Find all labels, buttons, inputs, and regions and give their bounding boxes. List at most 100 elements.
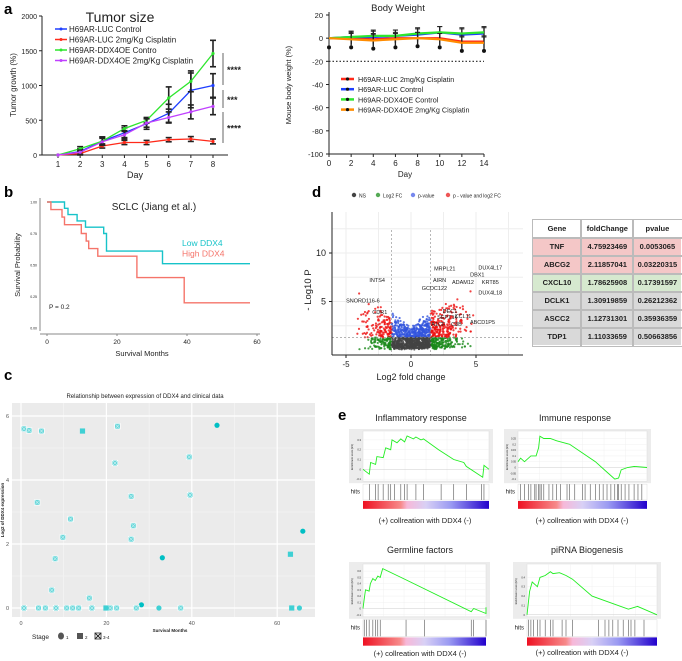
- box-x-mark: [49, 587, 55, 593]
- x-tick-label: 4: [122, 160, 127, 169]
- data-point: [122, 133, 127, 137]
- volcano-point: [446, 314, 449, 317]
- volcano-point: [458, 343, 461, 346]
- volcano-point: [410, 328, 414, 331]
- volcano-point: [399, 319, 402, 323]
- volcano-point: [448, 320, 451, 324]
- volcano-point: [387, 323, 390, 326]
- y-tick-label: 0: [319, 34, 323, 43]
- data-point: [78, 150, 82, 154]
- survival-curve: [47, 201, 250, 304]
- data-point: [167, 115, 171, 120]
- gene-label: SNORD116-6: [346, 298, 380, 304]
- volcano-point: [438, 308, 441, 312]
- gsea-panel: Immune response -0.1 -0.050 0.05 0.1 0.15 0.2 0…: [504, 413, 651, 525]
- volcano-point: [356, 317, 360, 320]
- legend-marker: [77, 633, 83, 639]
- volcano-point: [406, 343, 409, 347]
- volcano-point: [403, 347, 406, 350]
- y-tick-label: 4: [6, 478, 9, 484]
- gene-label: ADAM12: [452, 280, 474, 286]
- volcano-point: [402, 333, 405, 336]
- volcano-point: [383, 328, 386, 332]
- scatter-point: [159, 555, 165, 561]
- volcano-point: [448, 305, 451, 308]
- table-row: TNF 4.75923469 0.0053065: [531, 236, 682, 257]
- legend-marker: [351, 192, 357, 198]
- gene-cell: TNF: [531, 236, 583, 257]
- volcano-point: [441, 341, 444, 344]
- volcano-point: [431, 338, 434, 341]
- volcano-point: [423, 341, 426, 344]
- volcano-point: [422, 328, 425, 331]
- x-tick-label: 10: [435, 159, 444, 168]
- volcano-point: [411, 335, 414, 338]
- volcano-point: [463, 328, 466, 331]
- volcano-point: [377, 331, 381, 334]
- volcano-point: [455, 337, 458, 340]
- volcano-point: [383, 323, 386, 326]
- volcano-point: [396, 332, 399, 335]
- volcano-point: [409, 332, 412, 335]
- hits-label: hits: [351, 490, 360, 496]
- volcano-point: [395, 316, 398, 319]
- volcano-point: [430, 316, 433, 319]
- volcano-point: [410, 330, 414, 333]
- volcano-point: [376, 341, 379, 345]
- volcano-point: [374, 339, 377, 342]
- box-x-mark: [186, 454, 192, 460]
- y-tick-label: 0.2: [357, 594, 361, 598]
- volcano-point: [362, 313, 365, 316]
- volcano-point: [361, 332, 364, 335]
- data-point: [100, 140, 104, 144]
- volcano-point: [452, 306, 455, 309]
- volcano-point: [461, 342, 464, 346]
- volcano-point: [371, 323, 375, 327]
- pvalue-cell: 0.17391597: [632, 272, 682, 293]
- volcano-point: [460, 346, 464, 349]
- volcano-point: [395, 341, 398, 344]
- volcano-point: [368, 333, 372, 336]
- legend-marker: [94, 632, 102, 640]
- volcano-point: [366, 324, 369, 328]
- volcano-point: [394, 338, 397, 341]
- volcano-point: [433, 327, 436, 331]
- volcano-point: [397, 328, 400, 332]
- volcano-point: [448, 323, 451, 326]
- volcano-point: [441, 320, 444, 323]
- y-tick-label: 0: [524, 613, 526, 617]
- volcano-point: [440, 345, 443, 349]
- volcano-point: [385, 315, 388, 318]
- data-point: [482, 48, 486, 53]
- volcano-point: [413, 339, 416, 342]
- data-point: [144, 140, 149, 145]
- volcano-point: [399, 324, 402, 327]
- y-tick-label: -0.05: [510, 471, 516, 475]
- volcano-point: [433, 315, 437, 318]
- volcano-point: [382, 331, 386, 334]
- x-tick-label: 6: [166, 160, 171, 169]
- volcano-point: [430, 309, 434, 312]
- volcano-point: [421, 342, 424, 345]
- legend-marker: [410, 192, 416, 198]
- gene-table: Gene foldChange pvalue TNF 4.75923469 0.00…: [531, 218, 682, 347]
- legend-label: H69AR-DDX4OE 2mg/Kg Cisplatin: [69, 57, 193, 66]
- y-tick-label: 0.3: [521, 585, 525, 589]
- volcano-point: [459, 327, 462, 330]
- volcano-point: [427, 318, 431, 322]
- volcano-point: [396, 347, 399, 350]
- pvalue-cell: 0.03220315: [632, 254, 682, 275]
- box-x-mark: [113, 605, 120, 611]
- volcano-point: [358, 348, 361, 351]
- scatter-point: [138, 602, 145, 608]
- volcano-point: [394, 332, 397, 335]
- volcano-point: [415, 329, 418, 332]
- hits-label: hits: [351, 626, 360, 632]
- volcano-point: [363, 347, 367, 350]
- volcano-point: [437, 336, 440, 340]
- legend-label: H69AR-DDX4OE Control: [358, 95, 439, 104]
- volcano-point: [404, 339, 407, 342]
- volcano-point: [431, 320, 434, 323]
- legend-marker: [59, 38, 63, 41]
- y-tick-label: 0.2: [512, 442, 516, 446]
